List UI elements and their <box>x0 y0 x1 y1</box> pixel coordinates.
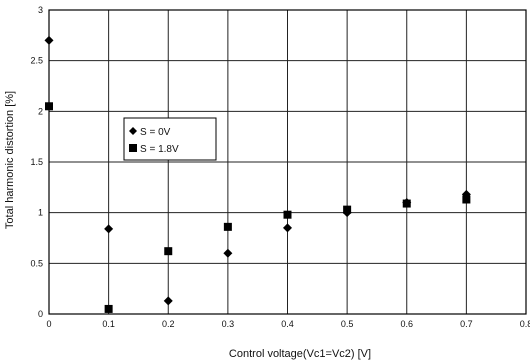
y-tick-label: 3 <box>38 5 43 15</box>
legend: S = 0V S = 1.8V <box>123 117 217 161</box>
y-tick-label: 0 <box>38 309 43 319</box>
y-tick-label: 1 <box>38 208 43 218</box>
legend-entry-s-1-8v: S = 1.8V <box>140 144 179 155</box>
data-point-s-1-8v <box>283 210 292 219</box>
data-point-s-0v <box>283 223 292 233</box>
x-tick-label: 0 <box>46 319 51 329</box>
legend-marker-s-0v <box>129 127 137 135</box>
data-point-s-0v <box>44 35 54 45</box>
y-tick-label: 2.5 <box>30 56 43 66</box>
x-tick-label: 0.5 <box>341 319 354 329</box>
y-axis-label: Total harmonic distortion [%] <box>4 91 16 229</box>
legend-marker-s-1-8v <box>129 144 137 152</box>
data-point-s-1-8v <box>462 195 471 204</box>
grid <box>48 9 527 315</box>
data-point-s-0v <box>163 296 173 306</box>
axes <box>48 9 527 315</box>
data-point-s-1-8v <box>45 102 53 111</box>
legend-box <box>123 117 217 161</box>
data-point-s-0v <box>104 224 114 234</box>
legend-entry-s-0v: S = 0V <box>140 127 171 138</box>
x-tick-label: 0.2 <box>162 319 175 329</box>
data-point-s-1-8v <box>402 199 411 208</box>
tick-labels: 0 0.1 0.2 0.3 0.4 0.5 0.6 0.7 0.8 0 0.5 1 1.5 2 2.5 3 <box>30 5 530 329</box>
y-tick-label: 0.5 <box>30 258 43 268</box>
data-point-s-1-8v <box>223 222 232 231</box>
x-tick-label: 0.7 <box>460 319 473 329</box>
x-axis-label: Control voltage(Vc1=Vc2) [V] <box>229 348 371 360</box>
x-tick-label: 0.1 <box>102 319 115 329</box>
x-tick-label: 0.3 <box>222 319 235 329</box>
data-point-s-1-8v <box>343 205 352 214</box>
y-tick-label: 2 <box>38 106 43 116</box>
data-point-s-1-8v <box>104 304 113 313</box>
data-point-s-1-8v <box>164 247 173 256</box>
plot-frame <box>48 9 527 315</box>
x-tick-label: 0.6 <box>400 319 413 329</box>
data-point-s-0v <box>223 248 233 258</box>
data-points <box>44 35 471 313</box>
x-tick-label: 0.4 <box>281 319 294 329</box>
x-tick-label: 0.8 <box>520 319 530 329</box>
y-tick-label: 1.5 <box>30 157 43 167</box>
